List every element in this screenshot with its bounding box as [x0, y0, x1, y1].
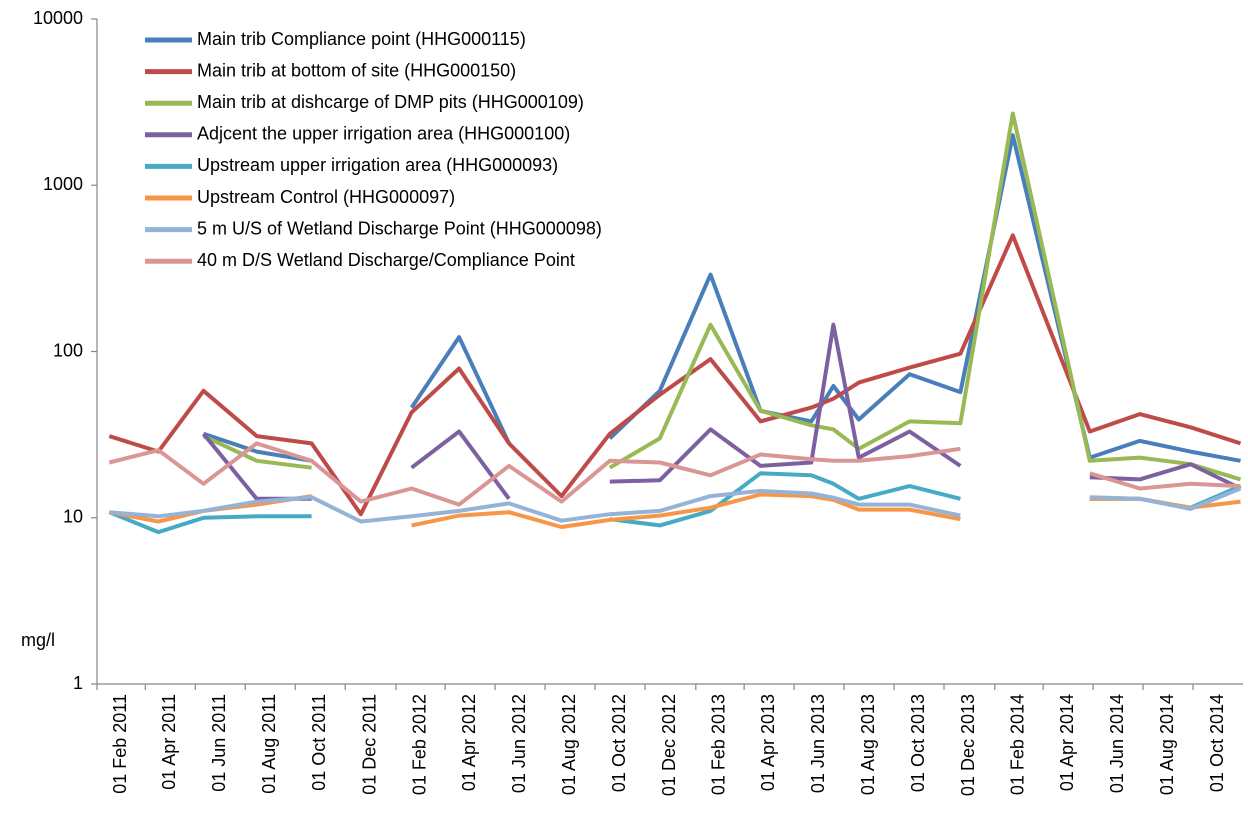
series-line	[202, 133, 1241, 463]
x-tick-label: 01 Dec 2012	[659, 694, 679, 796]
legend-label: Upstream Control (HHG000097)	[197, 187, 455, 207]
legend-label: 5 m U/S of Wetland Discharge Point (HHG0…	[197, 218, 602, 238]
legend-label: Main trib Compliance point (HHG000115)	[197, 29, 526, 49]
x-tick-label: 01 Oct 2014	[1207, 694, 1227, 792]
x-tick-label: 01 Aug 2011	[259, 694, 279, 794]
x-tick-label: 01 Dec 2013	[958, 694, 978, 796]
legend-label: Upstream upper irrigation area (HHG00009…	[197, 155, 558, 175]
x-tick-label: 01 Aug 2013	[858, 694, 878, 795]
x-tick-label: 01 Feb 2013	[709, 694, 729, 795]
x-tick-label: 01 Jun 2012	[509, 694, 529, 793]
legend-label: Main trib at dishcarge of DMP pits (HHG0…	[197, 92, 584, 112]
x-tick-label: 01 Apr 2014	[1057, 694, 1077, 791]
x-tick-label: 01 Jun 2014	[1107, 694, 1127, 793]
x-tick-label: 01 Oct 2011	[309, 694, 329, 791]
legend-label: Adjcent the upper irrigation area (HHG00…	[197, 124, 570, 144]
x-tick-label: 01 Apr 2013	[758, 694, 778, 791]
x-tick-label: 01 Feb 2012	[409, 694, 429, 795]
x-tick-label: 01 Oct 2012	[609, 694, 629, 792]
y-axis-label: mg/l	[21, 630, 55, 650]
x-tick-label: 01 Apr 2011	[159, 694, 179, 790]
x-tick-label: 01 Apr 2012	[459, 694, 479, 791]
x-tick-label: 01 Oct 2013	[908, 694, 928, 792]
y-tick-label: 1000	[43, 174, 83, 194]
y-tick-label: 1	[73, 673, 83, 693]
y-tick-label: 100	[53, 340, 83, 360]
series-line	[108, 441, 1241, 507]
series-line	[202, 111, 1242, 482]
x-tick-label: 01 Jun 2013	[808, 694, 828, 793]
legend-label: 40 m D/S Wetland Discharge/Compliance Po…	[197, 250, 575, 270]
series-line	[109, 486, 1242, 524]
x-tick-label: 01 Feb 2014	[1008, 694, 1028, 795]
legend-label: Main trib at bottom of site (HHG000150)	[197, 60, 516, 80]
y-tick-label: 10	[63, 507, 83, 527]
series-line	[201, 322, 1242, 501]
x-tick-label: 01 Aug 2014	[1157, 694, 1177, 795]
y-tick-label: 10000	[33, 8, 83, 28]
x-tick-label: 01 Jun 2011	[209, 694, 229, 792]
x-tick-label: 01 Aug 2012	[559, 694, 579, 795]
x-tick-label: 01 Dec 2011	[359, 694, 379, 795]
x-tick-label: 01 Feb 2011	[110, 694, 130, 794]
